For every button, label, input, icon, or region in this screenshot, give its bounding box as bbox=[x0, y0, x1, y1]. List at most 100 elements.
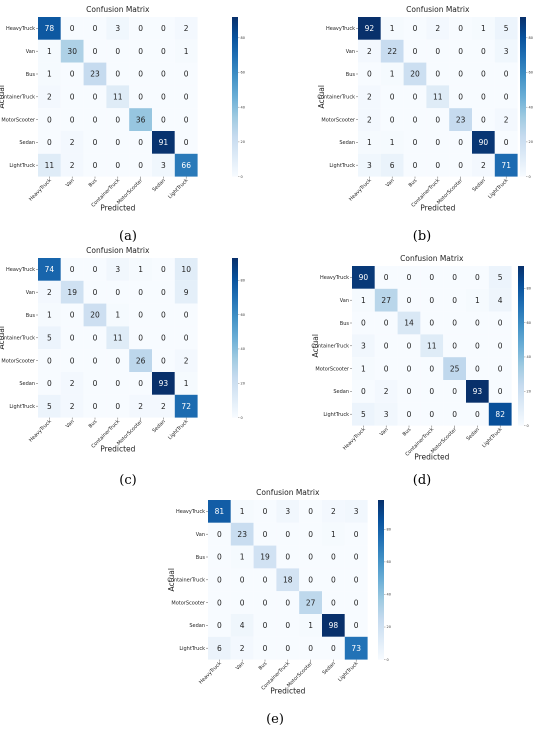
heatmap-cell bbox=[466, 402, 489, 426]
cell-value-label: 27 bbox=[306, 598, 316, 607]
heatmap-cell bbox=[174, 85, 198, 109]
cell-value-label: 0 bbox=[184, 93, 189, 102]
heatmap-cell bbox=[299, 614, 322, 637]
x-tick-label: HeavyTruck bbox=[28, 419, 53, 444]
cell-value-label: 0 bbox=[354, 598, 359, 607]
heatmap-cell bbox=[174, 372, 198, 395]
heatmap-cell bbox=[60, 131, 84, 154]
heatmap-cell bbox=[488, 266, 512, 289]
cell-value-label: 0 bbox=[161, 47, 166, 56]
cell-value-label: 72 bbox=[181, 402, 191, 411]
heatmap-cell bbox=[494, 62, 518, 86]
heatmap-cell bbox=[152, 349, 175, 372]
cell-value-label: 0 bbox=[413, 24, 418, 33]
heatmap-cell bbox=[344, 545, 368, 569]
cell-value-label: 0 bbox=[70, 334, 75, 343]
heatmap-cell bbox=[380, 108, 404, 131]
heatmap-cell bbox=[466, 357, 489, 380]
colorbar-tick-label: 40 bbox=[529, 105, 533, 109]
cell-value-label: 36 bbox=[136, 115, 146, 124]
cell-value-label: 1 bbox=[390, 138, 395, 147]
heatmap-cell bbox=[420, 288, 444, 312]
cell-value-label: 2 bbox=[384, 387, 389, 396]
heatmap-cell bbox=[38, 153, 61, 177]
heatmap-cell bbox=[83, 326, 107, 350]
heatmap-cell bbox=[208, 500, 231, 523]
cell-value-label: 0 bbox=[308, 507, 313, 516]
x-tick-label: Sedan bbox=[465, 427, 480, 442]
heatmap-cell bbox=[38, 349, 61, 372]
cell-value-label: 20 bbox=[90, 311, 100, 320]
cell-value-label: 1 bbox=[390, 70, 395, 79]
heatmap-cell bbox=[466, 311, 489, 335]
heatmap-cell bbox=[403, 39, 427, 63]
heatmap-cell bbox=[38, 372, 61, 395]
cell-value-label: 0 bbox=[285, 621, 290, 630]
x-tick-label: Van bbox=[385, 178, 396, 189]
heatmap-cell bbox=[129, 326, 152, 350]
heatmap-cell bbox=[299, 522, 322, 546]
heatmap-cell bbox=[449, 131, 472, 154]
heatmap-cell bbox=[152, 131, 175, 154]
cell-value-label: 11 bbox=[427, 342, 437, 351]
colorbar bbox=[378, 500, 384, 660]
heatmap-cell bbox=[106, 326, 130, 350]
x-tick-label: Bus bbox=[258, 661, 269, 672]
cell-value-label: 1 bbox=[184, 379, 189, 388]
cell-value-label: 0 bbox=[217, 621, 222, 630]
heatmap-cell bbox=[352, 311, 375, 335]
y-tick-label: ContainerTruck bbox=[317, 95, 355, 101]
heatmap-cell bbox=[38, 258, 61, 281]
heatmap-cell bbox=[488, 380, 512, 403]
cell-value-label: 0 bbox=[331, 576, 336, 585]
heatmap-cell bbox=[403, 108, 427, 131]
heatmap-cell bbox=[174, 326, 198, 350]
y-tick-label: MotorScooter bbox=[171, 600, 206, 606]
cell-value-label: 0 bbox=[458, 138, 463, 147]
cell-value-label: 0 bbox=[161, 265, 166, 274]
y-tick-label: Bus bbox=[196, 555, 206, 561]
heatmap-cell bbox=[129, 153, 152, 177]
heatmap-cell bbox=[208, 591, 231, 614]
heatmap-cell bbox=[494, 108, 518, 131]
heatmap-cell bbox=[152, 17, 175, 40]
heatmap-cell bbox=[344, 614, 368, 637]
heatmap-cell bbox=[60, 349, 84, 372]
x-tick-label: LightTruck bbox=[337, 661, 359, 683]
cell-value-label: 0 bbox=[384, 319, 389, 328]
cell-value-label: 0 bbox=[93, 288, 98, 297]
heatmap-cell bbox=[106, 131, 130, 154]
cell-value-label: 0 bbox=[263, 576, 268, 585]
heatmap-cell bbox=[466, 288, 489, 312]
heatmap-cell bbox=[344, 568, 368, 592]
cell-value-label: 2 bbox=[481, 161, 486, 170]
cell-value-label: 0 bbox=[413, 47, 418, 56]
heatmap-cell bbox=[403, 153, 427, 177]
cell-value-label: 98 bbox=[329, 621, 339, 630]
y-tick-label: Van bbox=[26, 290, 35, 296]
cell-value-label: 2 bbox=[70, 402, 75, 411]
cell-value-label: 0 bbox=[115, 379, 120, 388]
heatmap-cell bbox=[230, 568, 254, 592]
cell-value-label: 0 bbox=[407, 342, 412, 351]
cell-value-label: 0 bbox=[217, 576, 222, 585]
cell-value-label: 11 bbox=[113, 334, 123, 343]
x-tick-label: Van bbox=[65, 419, 76, 430]
y-tick-label: HeavyTruck bbox=[320, 275, 349, 281]
heatmap-cell bbox=[60, 85, 84, 109]
heatmap-cell bbox=[352, 402, 375, 426]
heatmap-cell bbox=[374, 402, 398, 426]
heatmap-cell bbox=[174, 17, 198, 40]
cell-value-label: 1 bbox=[331, 530, 336, 539]
cell-value-label: 0 bbox=[93, 93, 98, 102]
cell-value-label: 91 bbox=[159, 138, 169, 147]
heatmap-cell bbox=[449, 17, 472, 40]
cell-value-label: 81 bbox=[215, 507, 225, 516]
cell-value-label: 0 bbox=[498, 387, 503, 396]
y-tick-label: MotorScooter bbox=[321, 117, 356, 123]
y-tick-label: Sedan bbox=[19, 381, 35, 387]
cell-value-label: 3 bbox=[384, 410, 389, 419]
cell-value-label: 11 bbox=[113, 93, 123, 102]
cell-value-label: 0 bbox=[354, 530, 359, 539]
cell-value-label: 0 bbox=[70, 93, 75, 102]
